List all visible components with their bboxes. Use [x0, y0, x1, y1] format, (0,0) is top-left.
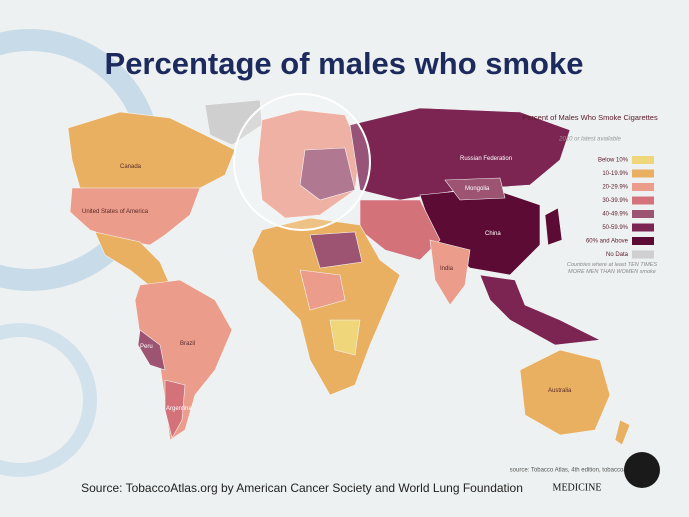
argentina: [164, 379, 186, 439]
legend-label: 30-39.9%: [602, 198, 628, 204]
russia: [349, 107, 571, 201]
new-zealand: [614, 419, 631, 446]
country-label: China: [485, 231, 501, 237]
legend-swatch: [632, 223, 654, 232]
legend-title: Percent of Males Who Smoke Cigarettes: [522, 113, 658, 122]
source: Source: TobaccoAtlas.org by American Can…: [81, 481, 523, 495]
africa: [251, 217, 401, 396]
legend-swatch: [632, 210, 654, 218]
legend-label: No Data: [606, 252, 629, 258]
mongolia: [444, 177, 506, 201]
country-label: Brazil: [180, 341, 195, 347]
legend-swatch: [632, 156, 654, 164]
australia: [519, 349, 611, 436]
legend-label: 50-59.9%: [602, 225, 628, 231]
japan: [544, 207, 563, 246]
india: [429, 239, 471, 306]
magnifier: [233, 93, 371, 231]
country-label: Canada: [120, 164, 142, 170]
legend-label: 10-19.9%: [602, 171, 628, 177]
peru: [137, 329, 166, 371]
country-label: Peru: [140, 344, 153, 350]
title: Percentage of males who smoke: [105, 46, 584, 81]
usa: [69, 187, 201, 246]
se-asia: [479, 274, 602, 346]
country-label: United States of America: [82, 209, 149, 215]
logo-mark: [624, 452, 660, 488]
central-africa: [299, 269, 346, 311]
world-map: [67, 99, 631, 446]
egypt: [309, 231, 363, 269]
country-label: Mongolia: [465, 186, 490, 192]
legend-swatch: [632, 183, 654, 191]
south-africa-region: [329, 319, 361, 356]
legend-swatch: [632, 237, 654, 245]
country-label: Australia: [548, 388, 572, 394]
canada: [67, 111, 236, 191]
legend-label: Below 10%: [598, 158, 629, 164]
legend-note-box: Countries where at least TEN TIMES MORE …: [566, 262, 658, 275]
legend: Percent of Males Who Smoke Cigarettes 20…: [522, 113, 658, 259]
legend-swatch: [632, 250, 654, 259]
legend-label: 40-49.9%: [602, 212, 628, 218]
legend-note: Countries where at least TEN TIMES MORE …: [566, 262, 658, 275]
greenland: [204, 99, 263, 146]
country-label: India: [440, 266, 454, 272]
legend-subtitle: 2010 or latest available: [558, 137, 621, 143]
legend-swatch: [632, 196, 654, 205]
logo: MEDICINE: [553, 482, 602, 493]
decor: [0, 323, 97, 477]
legend-swatch: [632, 169, 654, 178]
east-europe: [299, 147, 356, 201]
legend-label: 20-29.9%: [602, 185, 628, 191]
country-label: Argentina: [166, 406, 192, 412]
credit: source: Tobacco Atlas, 4th edition, toba…: [510, 468, 647, 474]
country-label: Russian Federation: [460, 156, 512, 162]
legend-label: 60% and Above: [586, 239, 629, 245]
